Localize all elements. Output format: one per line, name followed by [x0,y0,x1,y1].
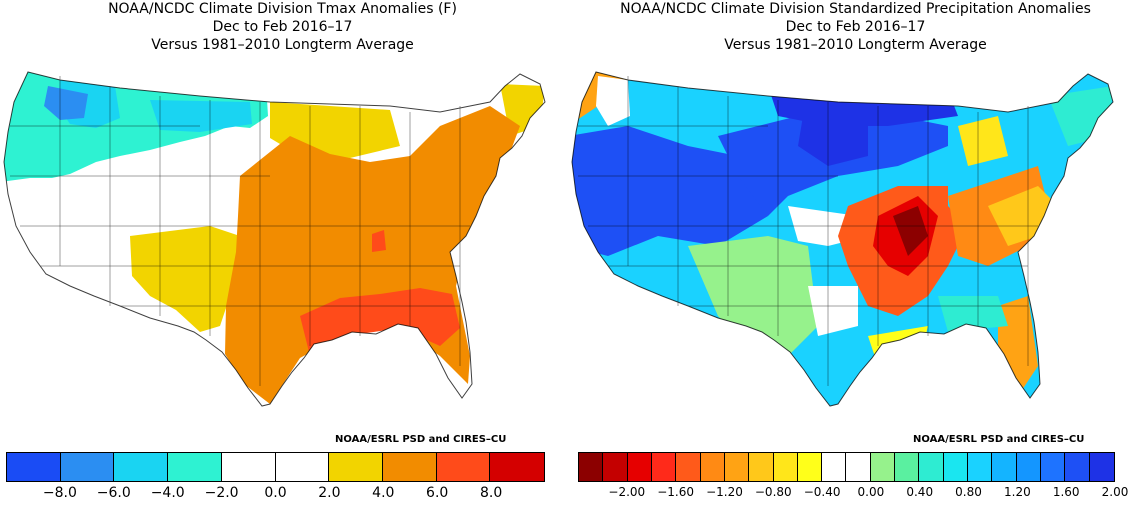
colorbar-box [1016,453,1041,481]
colorbar-box [1089,453,1114,481]
colorbar-tick-label: 2.0 [318,485,341,501]
precip-region-west-very-wet [572,126,768,256]
precip-region-texas-neutral [808,286,858,336]
precip-region-dakotas-wet [798,86,868,166]
tmax-region-new-mexico-warm [130,226,240,332]
tmax-colorbar [6,452,545,482]
colorbar-box [700,453,725,481]
tmax-us-map [3,71,546,407]
precip-region-great-lakes-dry [958,116,1008,166]
colorbar-box [579,453,604,481]
colorbar-tick-label: −2.00 [608,485,646,499]
precip-colorbar-ticks: −2.00 −1.60 −1.20 −0.80 −0.40 0.00 0.40 0.80 1.2… [578,485,1128,503]
colorbar-tick-label: 1.20 [1004,485,1031,499]
colorbar-tick-label: −6.0 [96,485,131,501]
colorbar-box [168,453,222,481]
colorbar-tick-label: 0.40 [906,485,934,499]
tmax-region-montana-cool [150,100,252,132]
tmax-title: NOAA/NCDC Climate Division Tmax Anomalie… [0,0,565,54]
colorbar-box [724,453,750,481]
colorbar-box [895,453,920,481]
colorbar-box [275,453,330,481]
tmax-region-indiana-warmest [372,230,386,252]
colorbar-box [992,453,1017,481]
precip-title: NOAA/NCDC Climate Division Standardized … [568,0,1143,54]
colorbar-box [676,453,701,481]
colorbar-tick-label: 8.0 [479,485,503,501]
precip-title-line2: Dec to Feb 2016–17 [785,19,926,35]
tmax-division-lines [3,71,546,407]
colorbar-tick-label: −1.60 [657,485,695,499]
colorbar-box [651,453,677,481]
colorbar-box [329,453,383,481]
colorbar-tick-label: 4.0 [372,485,395,501]
colorbar-tick-label: −4.0 [150,485,185,501]
colorbar-tick-label: −1.20 [706,485,743,499]
colorbar-box [822,453,847,481]
colorbar-box [603,453,628,481]
colorbar-box [60,453,115,481]
colorbar-tick-label: −0.80 [754,485,792,499]
colorbar-box [436,453,491,481]
colorbar-box [870,453,896,481]
precip-title-line3: Versus 1981–2010 Longterm Average [724,37,987,53]
colorbar-box [382,453,437,481]
precip-region-southeast-wet [938,296,1008,332]
tmax-credit: NOAA/ESRL PSD and CIRES–CU [335,434,507,445]
colorbar-box [968,453,993,481]
colorbar-box [797,453,823,481]
tmax-title-line2: Dec to Feb 2016–17 [212,19,353,35]
tmax-colorbar-ticks: −8.0 −6.0 −4.0 −2.0 0.0 2.0 4.0 6.0 8.0 [6,485,545,503]
colorbar-box [1065,453,1090,481]
precip-credit: NOAA/ESRL PSD and CIRES–CU [913,434,1085,445]
colorbar-box [114,453,169,481]
colorbar-tick-label: 0.0 [264,485,287,501]
tmax-title-line1: NOAA/NCDC Climate Division Tmax Anomalie… [108,1,457,17]
precip-division-lines [571,71,1114,407]
colorbar-box [919,453,944,481]
colorbar-tick-label: 1.60 [1052,485,1080,499]
precip-us-map [571,71,1114,407]
colorbar-tick-label: 2.00 [1101,485,1129,499]
tmax-title-line3: Versus 1981–2010 Longterm Average [151,37,414,53]
precip-colorbar [578,452,1115,482]
colorbar-box [1040,453,1066,481]
colorbar-tick-label: 0.80 [955,485,982,499]
tmax-region-coldest [44,86,88,120]
precip-anomaly-panel: NOAA/NCDC Climate Division Standardized … [568,0,1143,512]
colorbar-box [7,453,61,481]
colorbar-tick-label: 0.00 [857,485,885,499]
colorbar-tick-label: 6.0 [426,485,449,501]
colorbar-tick-label: −0.40 [803,485,841,499]
colorbar-tick-label: −2.0 [204,485,239,501]
colorbar-box [490,453,545,481]
precip-region-pnw-neutral [596,76,630,126]
tmax-region-arizona-warm [165,238,210,271]
precip-title-line1: NOAA/NCDC Climate Division Standardized … [620,1,1091,17]
colorbar-tick-label: −8.0 [42,485,77,501]
colorbar-box [943,453,968,481]
colorbar-box [846,453,871,481]
precip-region-mississippi-valley-driest [893,206,928,256]
tmax-anomaly-panel: NOAA/NCDC Climate Division Tmax Anomalie… [0,0,565,512]
colorbar-box [221,453,276,481]
colorbar-box [773,453,798,481]
colorbar-box [749,453,774,481]
colorbar-box [627,453,652,481]
